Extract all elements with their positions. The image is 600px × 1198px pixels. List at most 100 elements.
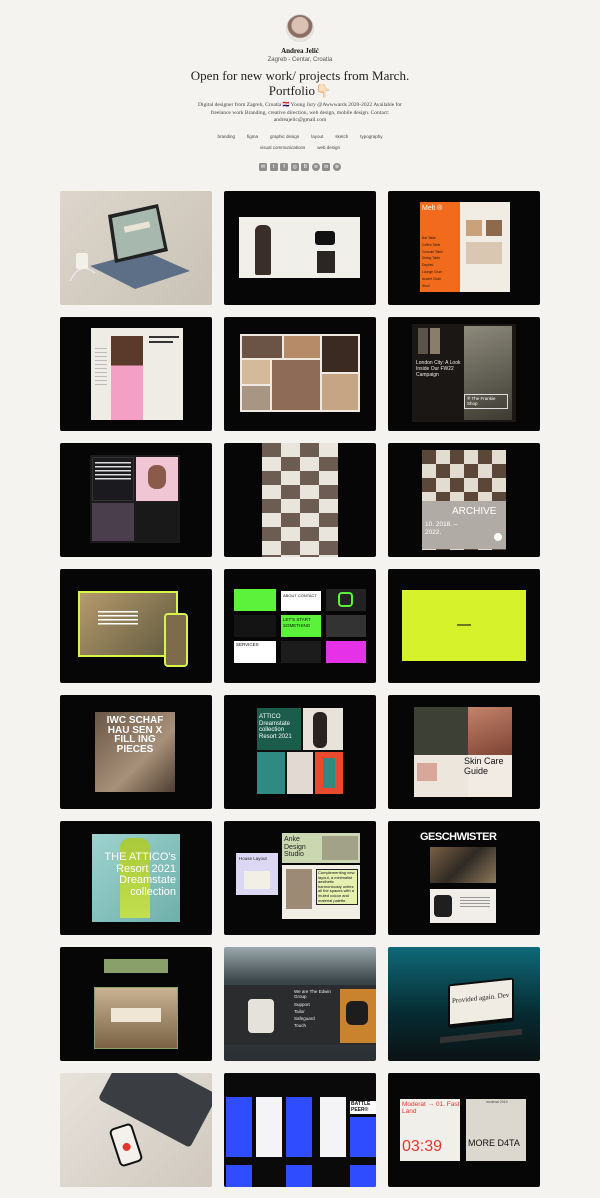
melt-menu: Bar Table Coffee Table Console Table Din… (422, 235, 443, 289)
spotify-icon[interactable]: ≋ (311, 163, 320, 171)
project-tile-moderat[interactable]: Moderat → 01. Fast Land 03:39 moderat 20… (388, 1073, 540, 1187)
photo (322, 336, 358, 372)
project-tile-melt[interactable]: Melt ® Bar Table Coffee Table Console Ta… (388, 191, 540, 305)
headline-line-1: Open for new work/ projects from March. (190, 68, 410, 83)
tag-visual-communications[interactable]: visual communications (259, 145, 306, 150)
project-tile-geschwister[interactable]: GESCHWISTER (388, 821, 540, 935)
laptop-base (440, 1028, 522, 1044)
dark-card (281, 641, 321, 663)
lips-photo (468, 707, 512, 755)
edwin-list-item: Touch (294, 1023, 307, 1028)
tag-branding[interactable]: branding (217, 134, 235, 139)
purple-block (92, 503, 134, 541)
attico-collage: ATTICO Dreamstate collection Resort 2021 (257, 708, 343, 794)
phone-screen (110, 1124, 142, 1166)
project-tile-fashion-layout[interactable] (224, 191, 376, 305)
tag-graphic-design[interactable]: graphic design (269, 134, 300, 139)
twitter-icon[interactable]: t (269, 163, 278, 171)
arrow-button[interactable] (494, 533, 502, 541)
project-tile-provided-again[interactable]: Provided again. Dev (388, 947, 540, 1061)
tag-sketch[interactable]: sketch (335, 134, 349, 139)
photo (418, 328, 428, 354)
orange-panel (340, 989, 376, 1043)
instagram-icon[interactable]: ◎ (290, 163, 299, 171)
blue-screen (226, 1165, 252, 1187)
headline-lines (95, 462, 131, 480)
project-tile-edwin-group[interactable]: We are The Edwin Group Support Tailor Sa… (224, 947, 376, 1061)
olive-panel (414, 707, 468, 755)
teal-panel (257, 708, 301, 750)
desktop-mockup (78, 591, 178, 657)
behance-icon[interactable]: B (301, 163, 310, 171)
phone-mockup (164, 613, 188, 667)
email-icon[interactable]: ✉ (259, 163, 267, 171)
photo (257, 752, 285, 794)
iwc-title: IWC SCHAF HAU SEN X FILL ING PIECES (106, 715, 164, 755)
pink-photo (136, 457, 178, 501)
figure (323, 758, 335, 788)
project-tile-checker-gallery[interactable] (224, 443, 376, 557)
edwin-list-item: Tailor (294, 1009, 305, 1014)
red-dot (121, 1141, 132, 1152)
project-tile-beach-collage[interactable] (224, 317, 376, 431)
profile-location: Zagreb - Centar, Croatia (267, 57, 333, 63)
project-tile-laptop-mockup[interactable] (60, 191, 212, 305)
tag-web-design[interactable]: web design (317, 145, 341, 150)
edwin-title: We are The Edwin Group (294, 989, 331, 999)
laptop-screen: Provided again. Dev (448, 977, 514, 1029)
model-with-pink-bag (111, 336, 143, 420)
project-tile-archive[interactable]: ARCHIVE 10. 2018. – 2022. (388, 443, 540, 557)
project-tile-attico[interactable]: THE ATTICO's Resort 2021 Dreamstate coll… (60, 821, 212, 935)
avatar[interactable] (286, 14, 314, 42)
dribbble-icon[interactable]: ⊛ (332, 163, 341, 171)
headline-line-2: Portfolio👇🏻 (268, 83, 332, 98)
text-line (149, 336, 179, 338)
battle-screens: BATTLE PEER® (226, 1073, 376, 1187)
anke-title: Anke Design Studio (284, 836, 306, 858)
logo-shape (248, 999, 274, 1033)
project-tile-editorial-grid[interactable] (60, 443, 212, 557)
services-card: SERVICES (234, 641, 276, 663)
tag-layout[interactable]: layout (311, 134, 324, 139)
title-panel: Skin Care Guide (464, 755, 512, 797)
project-tile-studio-site[interactable]: ABOUT CONTACT LET'S START SOMETHING SERV… (224, 569, 376, 683)
facebook-icon[interactable]: f (280, 163, 289, 171)
product-info (460, 897, 490, 909)
project-tile-skin-care[interactable]: Skin Care Guide (388, 695, 540, 809)
house-label: House Layout (239, 856, 267, 861)
london-title: London City: A Look Inside Our FW22 Camp… (416, 360, 461, 378)
checker-image-grid (262, 443, 338, 557)
logo-shape (346, 1001, 368, 1025)
tag-typography[interactable]: typography (360, 134, 383, 139)
frankie-screen: London City: A Look Inside Our FW22 Camp… (412, 324, 516, 422)
project-tile-device-mockup[interactable] (60, 569, 212, 683)
collage-screen (240, 334, 360, 412)
project-tile-pink-bag[interactable] (60, 317, 212, 431)
table-image (466, 242, 502, 264)
melt-item: Dining Table (422, 256, 441, 261)
portrait (148, 465, 166, 489)
project-tile-phone-laptop[interactable] (60, 1073, 212, 1187)
project-tile-attico-collage[interactable]: ATTICO Dreamstate collection Resort 2021 (224, 695, 376, 809)
photo (242, 386, 270, 410)
archive-dates: 10. 2018. – 2022. (425, 521, 458, 536)
blue-screen (350, 1165, 376, 1187)
blue-screen (226, 1097, 252, 1157)
project-tile-frankie-shop[interactable]: London City: A Look Inside Our FW22 Camp… (388, 317, 540, 431)
project-tile-battle-peer[interactable]: BATTLE PEER® (224, 1073, 376, 1187)
project-tile-lime-canvas[interactable] (388, 569, 540, 683)
social-links: ✉ t f ◎ B ≋ in ⊛ (259, 163, 341, 171)
project-tile-architecture[interactable] (60, 947, 212, 1061)
melt-item: Accent Chair (422, 276, 441, 281)
project-tile-anke[interactable]: Anke Design Studio House Layout Compleme… (224, 821, 376, 935)
project-tile-iwc[interactable]: IWC SCHAF HAU SEN X FILL ING PIECES (60, 695, 212, 809)
attico-title: THE ATTICO's Resort 2021 Dreamstate coll… (104, 851, 176, 898)
profile-name[interactable]: Andrea Jelić (281, 47, 319, 55)
linkedin-icon[interactable]: in (322, 163, 331, 171)
bag-image (315, 231, 335, 245)
blue-screen (286, 1165, 312, 1187)
melt-item: Bar Table (422, 236, 436, 240)
moredata-small: moderat 2019 (486, 1100, 508, 1104)
interior-photo (322, 836, 358, 860)
tag-figma[interactable]: figma (246, 134, 258, 139)
